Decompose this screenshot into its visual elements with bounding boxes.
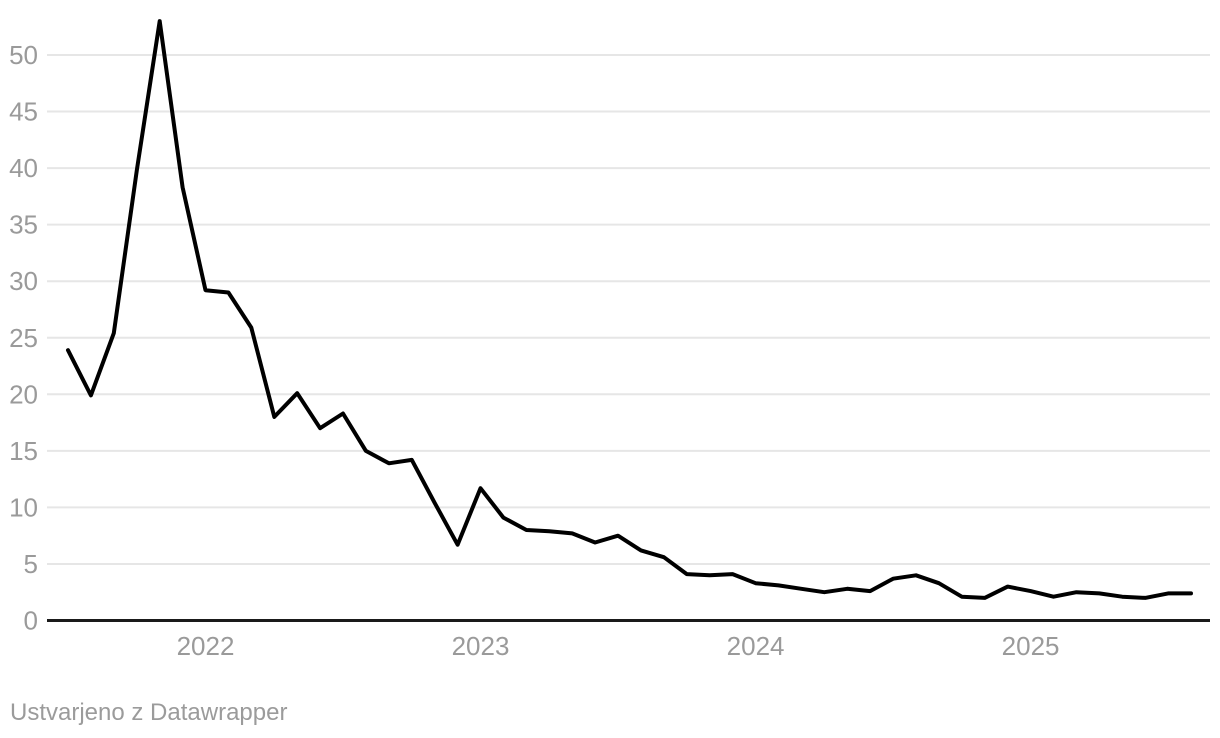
y-axis-tick-label: 10 [9,492,38,522]
y-axis-tick-label: 50 [9,40,38,70]
y-axis-tick-label: 0 [24,606,38,636]
x-axis-tick-label: 2022 [177,631,235,661]
attribution-text: Ustvarjeno z Datawrapper [10,699,288,726]
y-axis-tick-label: 35 [9,210,38,240]
y-axis-tick-label: 5 [24,549,38,579]
x-axis-tick-label: 2024 [727,631,785,661]
y-axis-tick-label: 15 [9,436,38,466]
x-axis-tick-label: 2023 [452,631,510,661]
data-line [66,19,1193,600]
y-axis-tick-label: 40 [9,153,38,183]
y-axis-tick-label: 30 [9,266,38,296]
attribution: Ustvarjeno z Datawrapper [10,700,1220,726]
y-axis-tick-label: 20 [9,379,38,409]
y-axis-tick-label: 25 [9,323,38,353]
y-axis-tick-label: 45 [9,97,38,127]
x-axis-tick-label: 2025 [1002,631,1060,661]
